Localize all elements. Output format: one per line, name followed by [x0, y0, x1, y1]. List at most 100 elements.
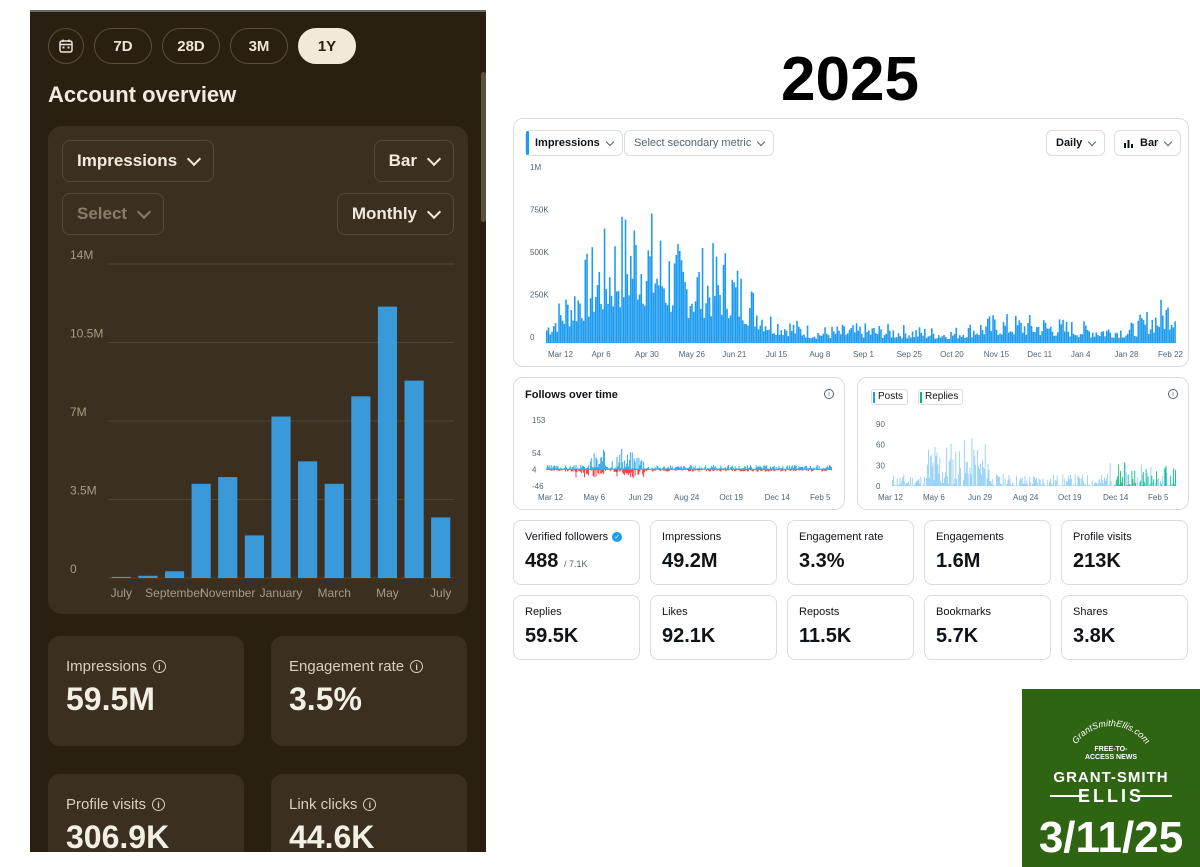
- bar: [994, 319, 996, 343]
- bar: [811, 469, 813, 471]
- bar: [822, 333, 825, 343]
- bar: [600, 457, 602, 470]
- scrollbar[interactable]: [481, 72, 486, 222]
- bar: [607, 467, 608, 470]
- metric-card-likes[interactable]: Likes 92.1K: [650, 595, 777, 660]
- stat-card-engagement-rate[interactable]: Engagement rate i 3.5%: [271, 636, 467, 746]
- primary-metric-dropdown[interactable]: Impressions: [525, 130, 623, 156]
- range-3m-button[interactable]: 3M: [230, 28, 288, 64]
- bar: [1009, 479, 1011, 486]
- bar: [1111, 337, 1113, 343]
- bar: [1041, 331, 1043, 343]
- bar: [845, 334, 847, 343]
- bar: [761, 319, 763, 343]
- chart-type-dropdown[interactable]: Bar: [373, 140, 454, 182]
- bar: [739, 469, 741, 471]
- bar: [593, 311, 595, 343]
- bar: [1011, 331, 1014, 343]
- bar: [915, 330, 917, 343]
- secondary-metric-dropdown[interactable]: Select: [62, 193, 165, 235]
- metric-card-engagement-rate[interactable]: Engagement rate 3.3%: [787, 520, 914, 585]
- bar: [695, 468, 697, 470]
- bar: [945, 471, 946, 486]
- chart-type-dropdown[interactable]: Bar: [1114, 130, 1182, 156]
- metric-card-bookmarks[interactable]: Bookmarks 5.7K: [924, 595, 1051, 660]
- bar: [1019, 477, 1021, 486]
- stat-card-impressions[interactable]: Impressions i 59.5M: [48, 636, 244, 746]
- y-tick-label: 90: [876, 420, 885, 429]
- metric-dropdown[interactable]: Impressions: [62, 140, 215, 182]
- info-icon[interactable]: i: [363, 798, 377, 811]
- stat-card-link-clicks[interactable]: Link clicks i 44.6K: [271, 774, 467, 852]
- metric-card-profile-visits[interactable]: Profile visits 213K: [1061, 520, 1188, 585]
- metric-card-shares[interactable]: Shares 3.8K: [1061, 595, 1188, 660]
- bar: [764, 326, 767, 343]
- stat-card-profile-visits[interactable]: Profile visits i 306.9K: [48, 774, 244, 852]
- legend-posts[interactable]: Posts: [871, 389, 909, 405]
- bar: [801, 335, 804, 343]
- bar: [763, 469, 765, 471]
- bar: [852, 325, 854, 343]
- bar: [752, 469, 754, 472]
- bar: [983, 468, 985, 486]
- bar: [582, 469, 584, 471]
- bar: [1171, 485, 1173, 486]
- interval-dropdown[interactable]: Monthly: [336, 193, 454, 235]
- legend-replies[interactable]: Replies: [918, 389, 964, 405]
- bar: [792, 324, 795, 343]
- info-icon[interactable]: i: [1168, 389, 1178, 399]
- info-icon[interactable]: i: [152, 660, 166, 673]
- bar: [547, 467, 549, 470]
- bar: [959, 451, 961, 486]
- bar: [1120, 330, 1122, 343]
- bar: [714, 296, 716, 343]
- bar: [908, 481, 909, 486]
- metric-card-reposts[interactable]: Reposts 11.5K: [787, 595, 914, 660]
- bar: [761, 467, 763, 470]
- bar: [1158, 326, 1161, 343]
- info-icon[interactable]: i: [152, 798, 166, 811]
- bar: [633, 230, 636, 343]
- interval-dropdown[interactable]: Daily: [1046, 130, 1106, 156]
- bar: [725, 469, 727, 472]
- bar: [1015, 315, 1017, 343]
- bar: [806, 465, 808, 470]
- bar: [795, 465, 797, 470]
- bar: [657, 466, 659, 470]
- range-7d-button[interactable]: 7D: [94, 28, 152, 64]
- mobile-analytics-panel: 7D 28D 3M 1Y Account overview Impression…: [30, 10, 486, 852]
- bar: [1032, 483, 1033, 486]
- bar: [772, 466, 774, 470]
- bar: [1044, 484, 1046, 486]
- bar: [608, 468, 610, 470]
- info-icon[interactable]: i: [410, 660, 424, 673]
- bar: [1104, 477, 1105, 486]
- metric-card-engagements[interactable]: Engagements 1.6M: [924, 520, 1051, 585]
- bar: [672, 305, 674, 343]
- bar: [909, 484, 910, 486]
- metric-card-verified-followers[interactable]: Verified followers ✓ 488 / 7.1K: [513, 520, 640, 585]
- daily-impressions-bar-chart: 0 250K 500K 750K 1M Mar 12 Apr 6 Apr 30 May 26 Ju…: [530, 163, 1183, 359]
- bar: [936, 452, 938, 486]
- bar: [826, 469, 828, 471]
- bar: [560, 469, 562, 471]
- bar: [1030, 325, 1033, 343]
- info-icon[interactable]: i: [824, 389, 834, 399]
- bar: [1058, 485, 1060, 486]
- bar: [1163, 466, 1165, 486]
- bar: [731, 465, 733, 470]
- bar: [665, 468, 667, 470]
- range-1y-button[interactable]: 1Y: [298, 28, 356, 64]
- bar: [625, 467, 626, 470]
- metric-card-replies[interactable]: Replies 59.5K: [513, 595, 640, 660]
- bar: [767, 468, 769, 470]
- metric-card-impressions[interactable]: Impressions 49.2M: [650, 520, 777, 585]
- bar: [929, 335, 931, 343]
- range-28d-button[interactable]: 28D: [162, 28, 220, 64]
- bar: [616, 291, 618, 343]
- bar: [778, 334, 781, 343]
- bar: [723, 469, 725, 471]
- calendar-button[interactable]: [48, 28, 84, 64]
- bar: [556, 465, 558, 470]
- secondary-metric-dropdown[interactable]: Select secondary metric: [624, 130, 775, 156]
